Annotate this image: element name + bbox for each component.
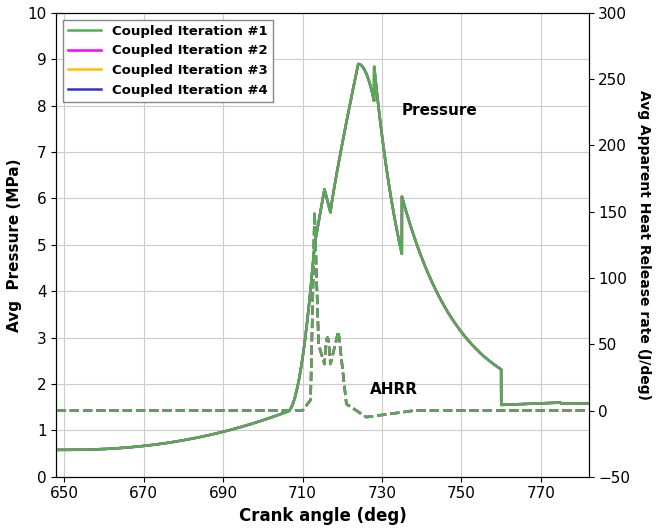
Text: Pressure: Pressure [402, 103, 478, 118]
Y-axis label: Avg Apparent Heat Release rate (J/deg): Avg Apparent Heat Release rate (J/deg) [637, 90, 651, 400]
X-axis label: Crank angle (deg): Crank angle (deg) [239, 507, 407, 525]
Legend: Coupled Iteration #1, Coupled Iteration #2, Coupled Iteration #3, Coupled Iterat: Coupled Iteration #1, Coupled Iteration … [63, 20, 273, 102]
Y-axis label: Avg  Pressure (MPa): Avg Pressure (MPa) [7, 158, 22, 331]
Text: AHRR: AHRR [370, 382, 418, 397]
